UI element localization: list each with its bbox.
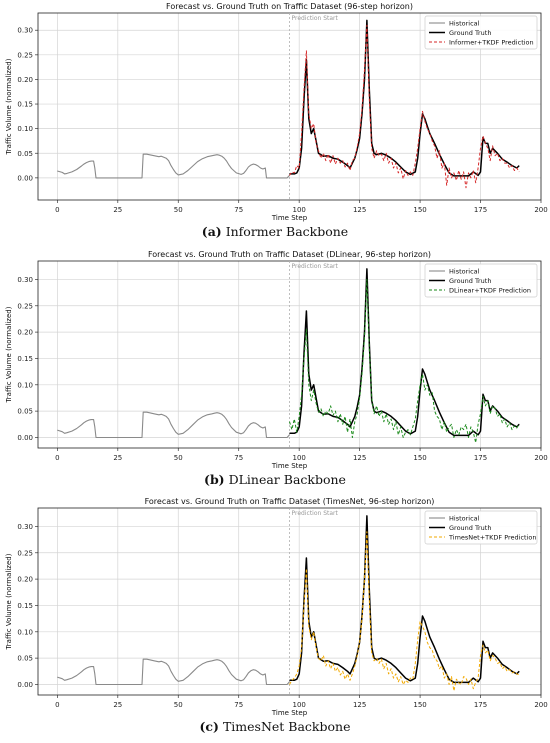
x-tick-label: 100 (292, 206, 305, 214)
legend-box (424, 15, 538, 50)
x-tick-label: 200 (534, 206, 547, 214)
legend-box (424, 510, 538, 545)
x-tick-label: 125 (353, 206, 366, 214)
prediction-line (289, 278, 520, 444)
y-tick-label: 0.00 (17, 681, 33, 689)
y-tick-label: 0.20 (17, 76, 33, 84)
historical-line (57, 411, 290, 439)
x-tick-label: 25 (113, 701, 122, 709)
y-tick-label: 0.05 (17, 150, 33, 158)
legend-label: Historical (449, 268, 480, 276)
x-tick-label: 150 (413, 701, 426, 709)
y-tick-label: 0.15 (17, 355, 33, 363)
caption-text: TimesNet Backbone (218, 719, 351, 734)
x-tick-label: 100 (292, 701, 305, 709)
y-tick-label: 0.20 (17, 329, 33, 337)
chart-svg: 0 25 50 75 100 125 150 175 200 0.00 0.05 0.10 0.15 0.… (5, 2, 548, 222)
x-tick-label: 50 (174, 701, 183, 709)
y-tick-label: 0.10 (17, 125, 33, 133)
prediction-start-label: Prediction Start (292, 15, 339, 22)
legend-label: Ground Truth (449, 29, 491, 37)
x-tick-label: 75 (234, 206, 243, 214)
caption-letter: (c) (199, 719, 219, 734)
x-tick-label: 125 (353, 701, 366, 709)
y-tick-label: 0.10 (17, 381, 33, 389)
x-tick-label: 75 (234, 701, 243, 709)
legend-label: DLinear+TKDF Prediction (449, 287, 531, 295)
x-axis-label: Time Step (271, 462, 308, 470)
legend-label: Ground Truth (449, 277, 491, 285)
x-tick-label: 25 (113, 206, 122, 214)
panel-caption: (b) DLinear Backbone (0, 472, 550, 487)
x-tick-label: 200 (534, 701, 547, 709)
y-tick-label: 0.15 (17, 602, 33, 610)
x-tick-label: 175 (474, 454, 487, 462)
x-tick-label: 75 (234, 454, 243, 462)
x-tick-label: 0 (55, 701, 59, 709)
legend-label: TimesNet+TKDF Prediction (448, 534, 536, 542)
chart-panel: 0 25 50 75 100 125 150 175 200 0.00 0.05 0.10 0.15 0.… (0, 0, 550, 248)
prediction-start-label: Prediction Start (292, 263, 339, 270)
caption-letter: (a) (201, 224, 222, 239)
historical-line (57, 153, 290, 179)
y-tick-label: 0.30 (17, 523, 33, 531)
legend-label: Historical (449, 515, 480, 523)
x-tick-label: 175 (474, 701, 487, 709)
x-tick-label: 150 (413, 454, 426, 462)
legend-label: Informer+TKDF Prediction (449, 39, 534, 47)
prediction-start-label: Prediction Start (292, 510, 339, 517)
y-tick-label: 0.25 (17, 51, 33, 59)
prediction-line (289, 531, 520, 692)
x-tick-label: 25 (113, 454, 122, 462)
chart-panel: 0 25 50 75 100 125 150 175 200 0.00 0.05 0.10 0.15 0.… (0, 248, 550, 496)
x-tick-label: 0 (55, 454, 59, 462)
x-tick-label: 50 (174, 206, 183, 214)
chart-title: Forecast vs. Ground Truth on Traffic Dat… (166, 2, 413, 11)
panel-caption: (a) Informer Backbone (0, 224, 550, 239)
x-tick-label: 175 (474, 206, 487, 214)
y-tick-label: 0.30 (17, 276, 33, 284)
y-tick-label: 0.30 (17, 27, 33, 35)
y-axis-label: Traffic Volume (normalized) (5, 58, 13, 155)
x-axis-label: Time Step (271, 214, 308, 222)
caption-text: DLinear Backbone (224, 472, 346, 487)
chart-title: Forecast vs. Ground Truth on Traffic Dat… (145, 497, 435, 506)
legend-label: Ground Truth (449, 524, 491, 532)
chart-panel: 0 25 50 75 100 125 150 175 200 0.00 0.05 0.10 0.15 0.… (0, 495, 550, 743)
x-tick-label: 200 (534, 454, 547, 462)
y-tick-label: 0.00 (17, 434, 33, 442)
y-tick-label: 0.05 (17, 408, 33, 416)
legend-label: Historical (449, 20, 480, 28)
x-tick-label: 100 (292, 454, 305, 462)
y-tick-label: 0.10 (17, 628, 33, 636)
y-axis-label: Traffic Volume (normalized) (5, 553, 13, 650)
y-tick-label: 0.15 (17, 101, 33, 109)
chart-svg: 0 25 50 75 100 125 150 175 200 0.00 0.05 0.10 0.15 0.… (5, 250, 548, 470)
caption-letter: (b) (204, 472, 225, 487)
ground-truth-line (289, 515, 520, 684)
y-tick-label: 0.25 (17, 549, 33, 557)
x-tick-label: 50 (174, 454, 183, 462)
x-tick-label: 150 (413, 206, 426, 214)
panel-caption: (c) TimesNet Backbone (0, 719, 550, 734)
historical-line (57, 658, 290, 686)
y-tick-label: 0.00 (17, 174, 33, 182)
ground-truth-line (289, 19, 520, 177)
y-tick-label: 0.20 (17, 576, 33, 584)
legend-box (424, 263, 538, 298)
prediction-line (289, 24, 520, 189)
x-tick-label: 125 (353, 454, 366, 462)
x-axis-label: Time Step (271, 709, 308, 717)
x-tick-label: 0 (55, 206, 59, 214)
caption-text: Informer Backbone (221, 224, 349, 239)
y-axis-label: Traffic Volume (normalized) (5, 306, 13, 403)
y-tick-label: 0.05 (17, 655, 33, 663)
y-tick-label: 0.25 (17, 302, 33, 310)
chart-svg: 0 25 50 75 100 125 150 175 200 0.00 0.05 0.10 0.15 0.… (5, 497, 548, 717)
chart-title: Forecast vs. Ground Truth on Traffic Dat… (148, 250, 431, 259)
